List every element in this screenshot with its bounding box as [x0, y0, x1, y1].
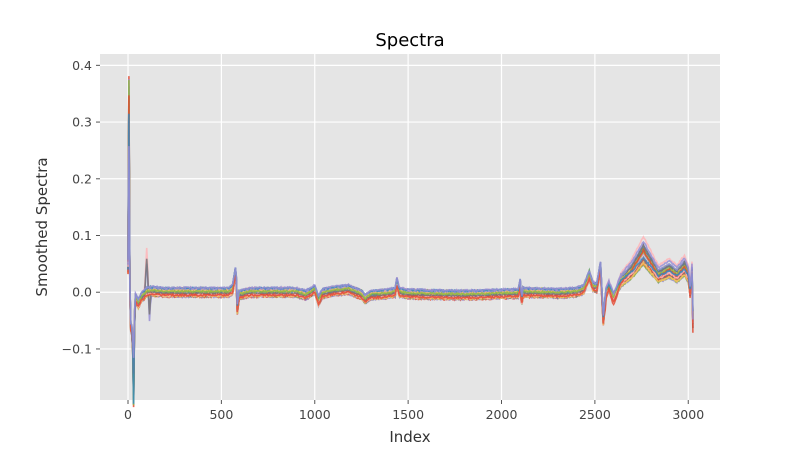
- x-tick-label: 1500: [392, 407, 424, 422]
- plot-area: [100, 54, 720, 400]
- x-tick-label: 2500: [579, 407, 611, 422]
- x-tick-label: 0: [124, 407, 132, 422]
- y-tick-label: 0.4: [72, 58, 92, 73]
- x-tick-label: 2000: [486, 407, 518, 422]
- chart-title: Spectra: [375, 30, 444, 51]
- y-tick-label: −0.1: [62, 341, 92, 356]
- spectrum-line: [127, 95, 694, 374]
- x-axis-ticks: 0 500 1000 1500 2000 2500 3000: [124, 400, 704, 422]
- x-axis-label: Index: [389, 428, 430, 446]
- x-tick-label: 1000: [299, 407, 331, 422]
- x-tick-label: 500: [209, 407, 233, 422]
- series-lines: [127, 76, 694, 408]
- y-tick-label: 0.2: [72, 171, 92, 186]
- y-tick-label: 0.3: [72, 115, 92, 130]
- y-axis-ticks: −0.1 0.0 0.1 0.2 0.3 0.4: [62, 58, 100, 356]
- y-axis-label: Smoothed Spectra: [33, 157, 51, 296]
- spectrum-line: [127, 146, 694, 358]
- y-tick-label: 0.1: [72, 228, 92, 243]
- x-tick-label: 3000: [672, 407, 704, 422]
- y-tick-label: 0.0: [72, 285, 92, 300]
